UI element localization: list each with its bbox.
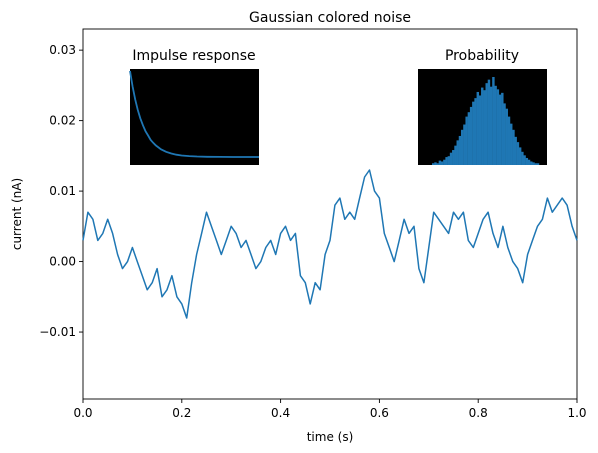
x-tick-label: 0.8 xyxy=(469,406,488,420)
x-axis: 0.0 0.2 0.4 0.6 0.8 1.0 xyxy=(73,399,587,420)
histogram-bar xyxy=(452,150,455,165)
histogram-bar xyxy=(483,90,486,165)
inset-impulse-response: Impulse response xyxy=(129,48,259,165)
y-axis-label: current (nA) xyxy=(10,178,24,250)
histogram-bar xyxy=(521,151,524,165)
x-tick-label: 1.0 xyxy=(567,406,586,420)
inset-background-impulse xyxy=(130,69,259,165)
histogram-bar xyxy=(532,162,535,165)
histogram-bar xyxy=(443,159,446,165)
histogram-bar xyxy=(456,140,459,165)
inset-probability: Probability xyxy=(418,48,547,165)
histogram-bar xyxy=(463,124,466,165)
histogram-bar xyxy=(481,87,484,165)
histogram-bar xyxy=(496,89,500,165)
histogram-bar xyxy=(436,163,439,165)
chart-title: Gaussian colored noise xyxy=(249,10,411,26)
histogram-bar xyxy=(460,129,464,165)
histogram-bar xyxy=(458,135,462,165)
histogram-bar xyxy=(530,161,533,165)
histogram-bar xyxy=(498,94,502,165)
histogram-bar xyxy=(512,129,515,165)
histogram-bar xyxy=(476,91,480,165)
y-axis: −0.01 0.00 0.01 0.02 0.03 xyxy=(39,43,83,339)
histogram-bar xyxy=(465,116,468,165)
y-tick-label: 0.01 xyxy=(49,184,76,198)
histogram-bar xyxy=(510,123,513,165)
histogram-bar xyxy=(485,83,488,165)
histogram-bar xyxy=(514,136,517,165)
histogram-bar xyxy=(474,98,477,165)
histogram-bar xyxy=(536,163,540,165)
histogram-bar xyxy=(507,116,511,165)
x-tick-label: 0.2 xyxy=(172,406,191,420)
histogram-bar xyxy=(432,163,435,165)
inset-title-impulse-response: Impulse response xyxy=(132,48,255,64)
histogram-bar xyxy=(449,152,453,165)
x-tick-label: 0.4 xyxy=(271,406,290,420)
histogram-bar xyxy=(447,156,451,165)
y-tick-label: −0.01 xyxy=(39,325,76,339)
histogram-bar xyxy=(467,112,471,165)
histogram-bar xyxy=(501,92,504,165)
histogram-bars xyxy=(432,77,540,165)
x-tick-label: 0.0 xyxy=(73,406,92,420)
plot-area xyxy=(82,28,578,400)
series-line-current xyxy=(82,169,578,319)
histogram-bar xyxy=(505,108,508,165)
histogram-bar xyxy=(489,86,493,165)
histogram-bar xyxy=(487,79,491,165)
histogram-bar xyxy=(527,159,531,165)
x-axis-label: time (s) xyxy=(307,430,354,444)
impulse-response-curve xyxy=(129,70,259,158)
histogram-bar xyxy=(440,161,444,165)
histogram-bar xyxy=(478,95,482,165)
histogram-bar xyxy=(523,155,526,165)
histogram-bar xyxy=(516,142,520,165)
histogram-bar xyxy=(454,145,457,165)
histogram-bar xyxy=(445,157,448,165)
histogram-bar xyxy=(525,157,529,165)
histogram-bar xyxy=(469,106,473,165)
histogram-bar xyxy=(472,101,475,165)
histogram-bar xyxy=(438,160,442,165)
y-tick-label: 0.03 xyxy=(49,43,76,57)
x-tick-label: 0.6 xyxy=(370,406,389,420)
histogram-bar xyxy=(518,147,522,165)
histogram-bar xyxy=(434,162,437,165)
inset-title-probability: Probability xyxy=(445,48,519,64)
histogram-bar xyxy=(503,103,506,165)
histogram-bar xyxy=(492,77,495,165)
histogram-bar xyxy=(534,163,537,165)
y-tick-label: 0.00 xyxy=(49,255,76,269)
histogram-bar xyxy=(494,85,497,165)
y-tick-label: 0.02 xyxy=(49,114,76,128)
